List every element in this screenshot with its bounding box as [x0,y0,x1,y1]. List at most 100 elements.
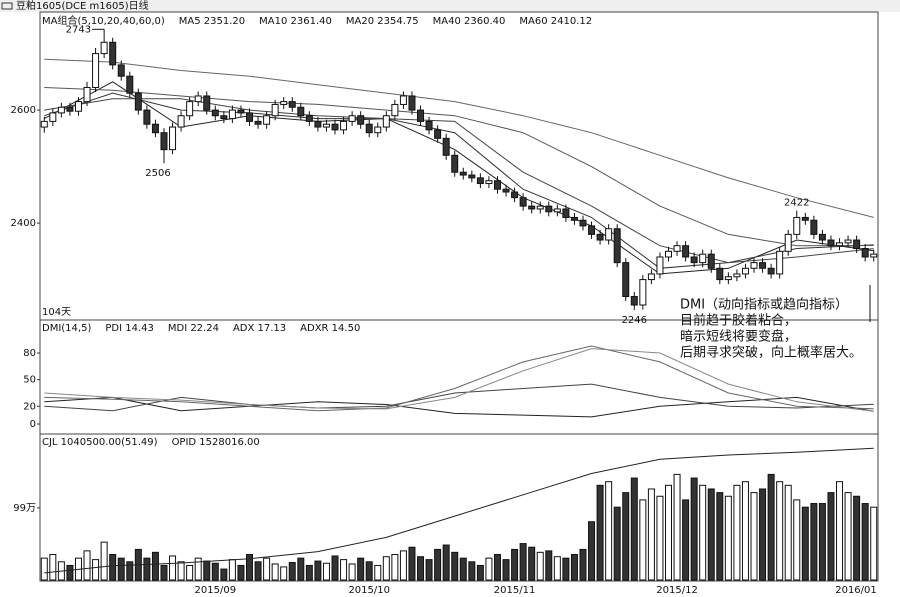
candle-body [827,239,835,247]
volume-bar [177,561,185,581]
volume-bar [399,550,407,581]
volume-bar [810,503,818,581]
candle-body [177,115,185,128]
volume-bar [100,541,108,581]
candle-body [639,279,647,306]
volume-bar [630,477,638,581]
candle-body [100,41,108,55]
high-label: 2422 [784,198,809,209]
candle-body [801,216,809,221]
candle-body [246,112,253,122]
volume-bar [83,550,91,581]
legend-entry: CJL 1040500.00(51.49) [42,437,158,448]
candle-body [237,109,245,114]
line-series [44,396,874,418]
legend-entry: PDI 14.43 [105,323,154,334]
candle-body [66,106,74,112]
volume-bar [468,561,476,581]
candle-body [228,109,236,120]
y-tick-label: 2400 [11,218,36,229]
candle-body [553,208,561,213]
volume-bar [40,557,48,581]
candle-body [519,197,527,207]
candle-body [528,205,536,210]
volume-bar [382,556,390,581]
legend-entry: MA40 2360.40 [433,16,506,27]
candle-body [365,123,373,134]
volume-bar [203,560,211,581]
candle-body [117,64,125,77]
volume-bar [553,556,561,581]
volume-bar [767,473,775,581]
volume-bar [228,559,236,581]
volume-bar [143,557,151,581]
candle-body [724,276,732,281]
volume-bar [92,559,100,581]
volume-bar [836,481,844,581]
candle-body [160,132,168,151]
low-label: 2506 [145,168,170,179]
legend-entry: MDI 22.24 [168,323,219,334]
legend-entry: MA10 2361.40 [259,16,332,27]
candle-body [759,262,767,269]
volume-bar [853,495,861,581]
volume-bar [870,506,878,581]
candle-body [605,228,613,241]
volume-bar [211,562,219,581]
volume-bar [588,521,596,581]
candle-body [357,115,365,125]
candle-body [57,106,65,114]
candle-body [836,242,844,247]
candle-body [109,41,117,66]
candle-body [647,273,655,281]
legend-entry: ADXR 14.50 [300,323,360,334]
candle-body [83,86,91,103]
candle-body [502,188,510,193]
volume-bar [151,551,159,581]
candle-body [750,262,758,269]
volume-bar [502,559,510,581]
volume-bar [741,481,749,581]
title-bar [0,0,900,12]
volume-bar [263,557,271,581]
volume-bar [365,561,373,581]
candle-body [656,256,664,275]
volume-bar [861,503,869,581]
x-tick-label: 2015/10 [348,585,390,596]
volume-bar [417,556,425,581]
candle-body [254,120,262,125]
candle-body [374,126,382,134]
candle-body [741,267,749,275]
volume-bar [220,568,228,581]
legend-entry: MA20 2354.75 [346,16,419,27]
candle-body [673,245,681,252]
candle-body [425,120,433,131]
candle-body [733,273,741,278]
volume-bar [733,484,741,581]
volume-bar [605,481,613,581]
candle-body [493,180,501,190]
candle-body [818,233,826,241]
candle-body [451,154,459,173]
candle-body [399,95,407,105]
line-series [44,98,874,264]
volume-bar [425,559,433,581]
volume-bar [613,506,621,581]
candle-body [716,267,724,281]
volume-bar [66,564,74,581]
candle-body [810,219,818,235]
line-series [44,87,874,247]
candle-body [151,123,159,134]
window-title: 豆粕1605(DCE m1605)日线 [16,0,149,12]
volume-bar [639,499,647,581]
legend-entry: MA组合(5,10,20,40,60,0) [42,14,165,27]
volume-bar [759,488,767,581]
volume-bar [476,564,484,581]
candle-body [442,137,450,156]
line-series [44,58,874,218]
volume-bar [699,484,707,581]
candle-body [408,95,416,111]
candle-body [348,115,356,122]
candle-body [630,296,638,306]
candle-body [203,95,211,111]
